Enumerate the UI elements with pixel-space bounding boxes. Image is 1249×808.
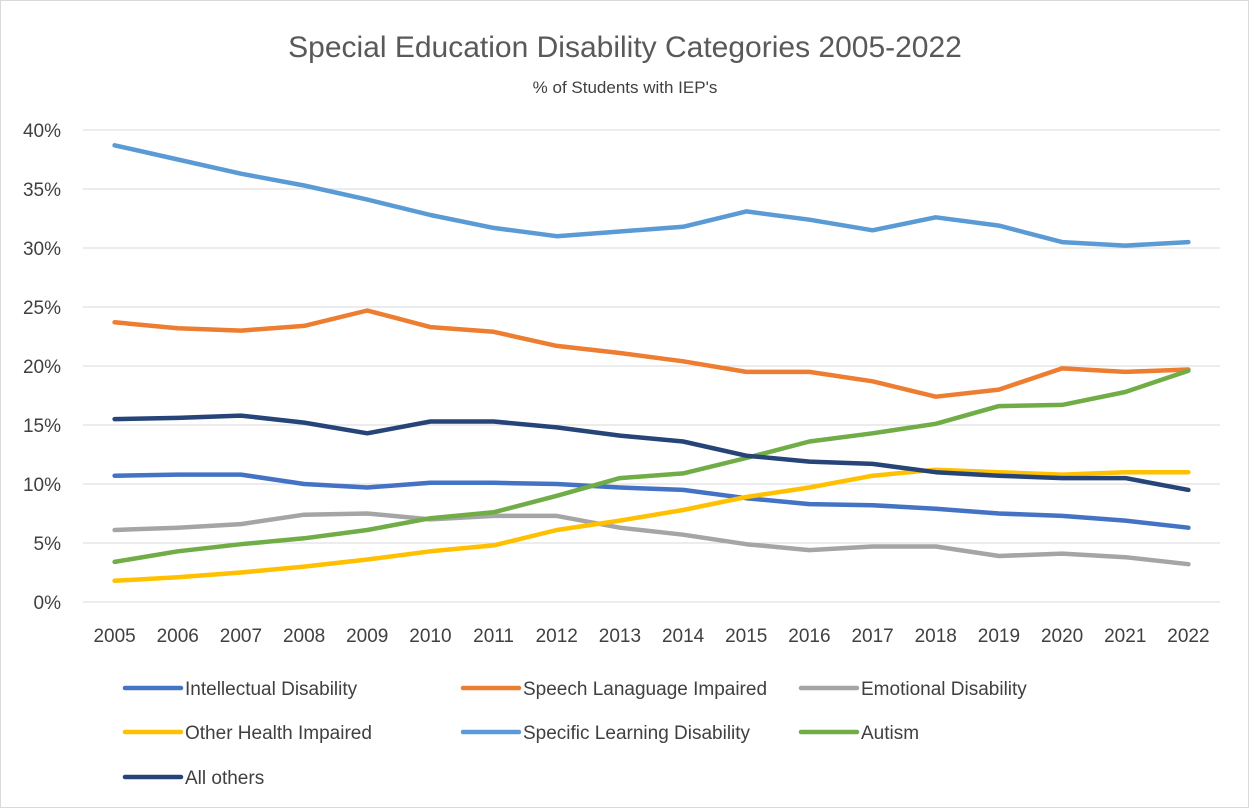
x-tick-label: 2017: [851, 626, 893, 647]
x-tick-label: 2011: [473, 626, 514, 647]
y-tick-label: 10%: [23, 475, 61, 496]
x-tick-label: 2008: [283, 626, 325, 647]
x-tick-label: 2014: [662, 626, 705, 647]
legend-item: Speech Lanaguage Impaired: [460, 679, 767, 700]
y-axis-ticks: 0% 5% 10% 15% 20% 25% 30% 35% 40%: [23, 121, 61, 614]
series-line: [112, 368, 1191, 565]
y-tick-label: 0%: [34, 593, 62, 614]
x-tick-label: 2022: [1167, 626, 1209, 647]
series-line: [112, 511, 1191, 567]
y-tick-label: 35%: [23, 180, 61, 201]
legend-item: Intellectual Disability: [122, 679, 358, 700]
legend: Intellectual Disability Speech Lanaguage …: [122, 679, 1027, 789]
x-tick-label: 2005: [93, 626, 135, 647]
series-line: [112, 472, 1191, 530]
y-tick-label: 20%: [23, 357, 61, 378]
series-line: [112, 413, 1191, 493]
series-line: [112, 308, 1191, 399]
series-line: [112, 467, 1191, 584]
x-tick-label: 2018: [915, 626, 957, 647]
x-axis-ticks: 2005 2006 2007 2008 2009 2010 2011 2012 2013 2014…: [93, 626, 1209, 647]
y-tick-label: 40%: [23, 121, 61, 142]
y-tick-label: 25%: [23, 298, 61, 319]
legend-item: Emotional Disability: [798, 679, 1027, 700]
x-tick-label: 2020: [1041, 626, 1083, 647]
x-tick-label: 2007: [220, 626, 262, 647]
legend-label: Specific Learning Disability: [523, 723, 751, 744]
chart-title: Special Education Disability Categories …: [288, 31, 962, 64]
legend-item: Other Health Impaired: [122, 723, 372, 744]
legend-label: Other Health Impaired: [185, 723, 372, 744]
legend-item: All others: [122, 768, 264, 789]
y-tick-label: 15%: [23, 416, 61, 437]
x-tick-label: 2019: [978, 626, 1020, 647]
y-tick-label: 30%: [23, 239, 61, 260]
legend-label: Autism: [861, 723, 919, 744]
legend-label: All others: [185, 768, 264, 789]
x-tick-label: 2016: [788, 626, 830, 647]
x-tick-label: 2006: [157, 626, 199, 647]
x-tick-label: 2021: [1104, 626, 1146, 647]
legend-item: Specific Learning Disability: [460, 723, 751, 744]
chart-subtitle: % of Students with IEP's: [533, 78, 718, 97]
legend-item: Autism: [798, 723, 919, 744]
series-line: [112, 143, 1191, 248]
y-tick-label: 5%: [34, 534, 62, 555]
x-tick-label: 2012: [536, 626, 578, 647]
x-tick-label: 2010: [409, 626, 451, 647]
x-tick-label: 2015: [725, 626, 767, 647]
legend-label: Emotional Disability: [861, 679, 1027, 700]
x-tick-label: 2013: [599, 626, 641, 647]
x-tick-label: 2009: [346, 626, 388, 647]
series-lines: [112, 143, 1191, 584]
legend-label: Speech Lanaguage Impaired: [523, 679, 767, 700]
legend-label: Intellectual Disability: [185, 679, 358, 700]
